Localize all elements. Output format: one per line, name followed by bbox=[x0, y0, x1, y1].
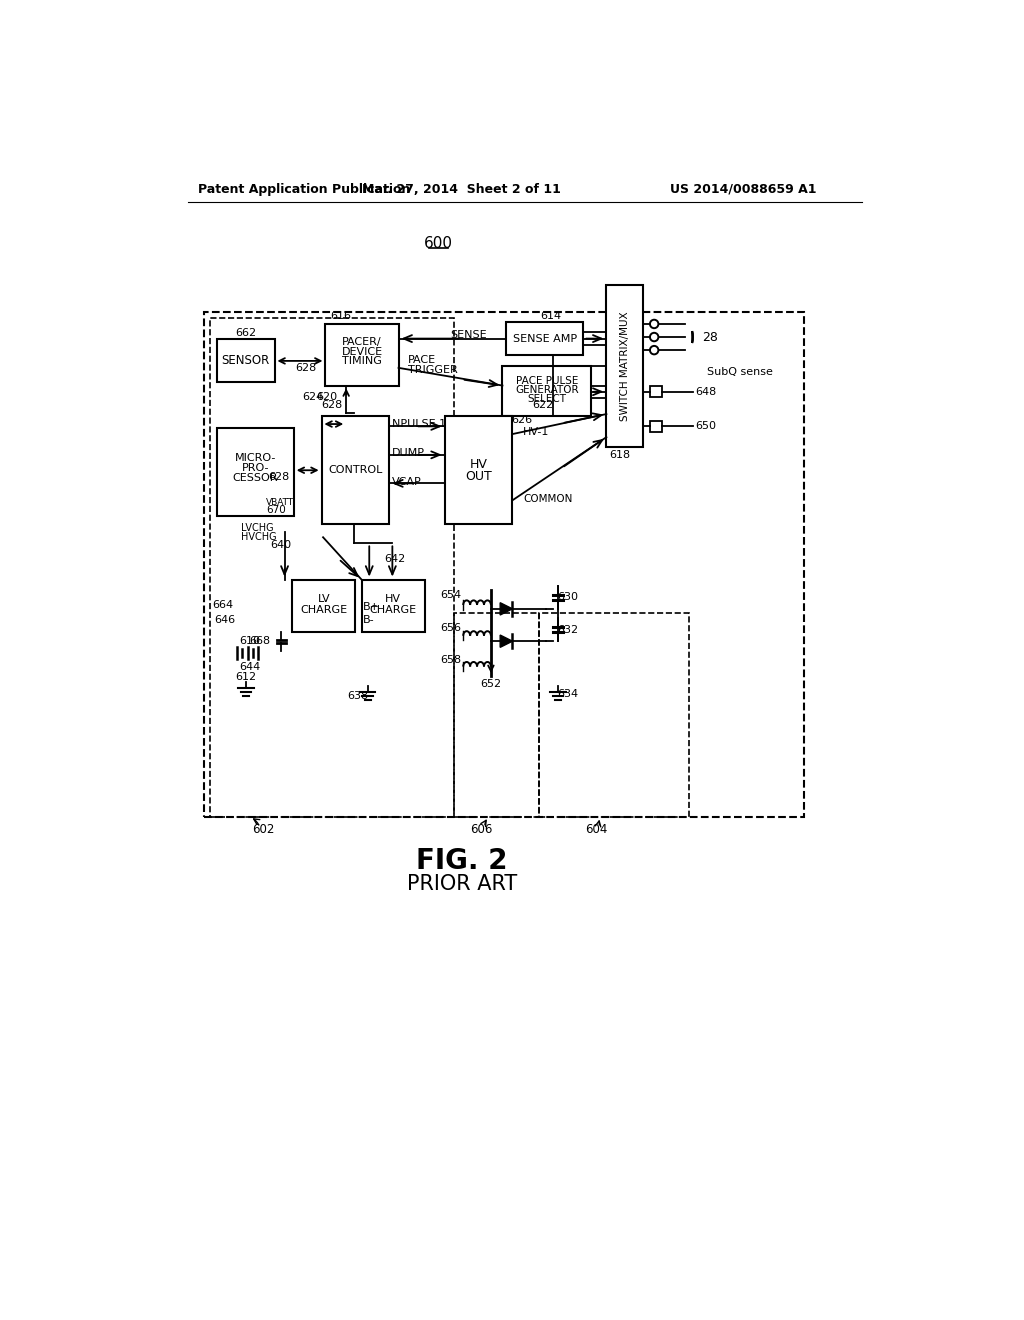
Bar bbox=[210, 318, 454, 817]
Text: MICRO-: MICRO- bbox=[234, 453, 276, 463]
Bar bbox=[204, 313, 804, 817]
Text: 612: 612 bbox=[236, 672, 257, 681]
Text: 600: 600 bbox=[424, 235, 453, 251]
Bar bbox=[606, 285, 643, 447]
Text: 664: 664 bbox=[212, 601, 233, 610]
Text: 626: 626 bbox=[511, 416, 532, 425]
Text: 656: 656 bbox=[440, 623, 462, 634]
Text: SENSOR: SENSOR bbox=[221, 354, 269, 367]
Text: FIG. 2: FIG. 2 bbox=[416, 846, 508, 875]
Text: 642: 642 bbox=[384, 554, 406, 564]
Text: Patent Application Publication: Patent Application Publication bbox=[199, 182, 411, 195]
Text: PACER/: PACER/ bbox=[342, 338, 382, 347]
Bar bbox=[503, 367, 591, 416]
Text: 602: 602 bbox=[253, 824, 275, 837]
Text: 628: 628 bbox=[296, 363, 316, 372]
Bar bbox=[326, 323, 398, 385]
Bar bbox=[444, 416, 512, 524]
Text: 628: 628 bbox=[267, 473, 289, 482]
Text: B-: B- bbox=[364, 615, 375, 626]
Text: PACE: PACE bbox=[408, 355, 436, 366]
Bar bbox=[217, 339, 274, 381]
Text: 610: 610 bbox=[240, 636, 260, 647]
Text: TRIGGER: TRIGGER bbox=[408, 366, 458, 375]
Text: 622: 622 bbox=[531, 400, 553, 409]
Bar bbox=[361, 579, 425, 632]
Text: 606: 606 bbox=[470, 824, 493, 837]
Text: B+: B+ bbox=[364, 602, 380, 611]
Text: 644: 644 bbox=[240, 661, 260, 672]
Text: TIMING: TIMING bbox=[342, 356, 382, 366]
Text: 652: 652 bbox=[480, 678, 502, 689]
Text: CHARGE: CHARGE bbox=[370, 605, 417, 615]
Text: SubQ sense: SubQ sense bbox=[707, 367, 772, 378]
Text: 650: 650 bbox=[695, 421, 716, 432]
Text: DUMP: DUMP bbox=[392, 447, 425, 458]
Text: HVCHG: HVCHG bbox=[242, 532, 278, 543]
Text: GENERATOR: GENERATOR bbox=[515, 385, 579, 395]
Text: 628: 628 bbox=[322, 400, 343, 409]
Text: CHARGE: CHARGE bbox=[300, 605, 347, 615]
Text: Mar. 27, 2014  Sheet 2 of 11: Mar. 27, 2014 Sheet 2 of 11 bbox=[362, 182, 561, 195]
Text: HV: HV bbox=[470, 458, 487, 471]
Text: VBATT: VBATT bbox=[266, 498, 294, 507]
Text: PACE PULSE: PACE PULSE bbox=[515, 376, 578, 385]
Text: SENSE: SENSE bbox=[451, 330, 486, 341]
Text: 646: 646 bbox=[214, 615, 236, 626]
Text: LV: LV bbox=[317, 594, 330, 603]
Text: 658: 658 bbox=[440, 656, 462, 665]
Polygon shape bbox=[500, 635, 512, 647]
Text: CESSOR: CESSOR bbox=[232, 474, 279, 483]
Bar bbox=[217, 428, 294, 516]
Text: 618: 618 bbox=[609, 450, 631, 459]
Text: DEVICE: DEVICE bbox=[341, 347, 383, 356]
Text: CONTROL: CONTROL bbox=[329, 465, 383, 475]
Text: 604: 604 bbox=[586, 824, 607, 837]
Bar bbox=[292, 579, 355, 632]
Text: 614: 614 bbox=[541, 312, 561, 321]
Text: 662: 662 bbox=[236, 329, 256, 338]
Text: 28: 28 bbox=[701, 330, 718, 343]
Text: US 2014/0088659 A1: US 2014/0088659 A1 bbox=[670, 182, 816, 195]
Text: 670: 670 bbox=[266, 506, 286, 515]
Text: HV-1: HV-1 bbox=[523, 426, 550, 437]
Bar bbox=[506, 322, 584, 355]
Bar bbox=[322, 416, 389, 524]
Text: SENSE AMP: SENSE AMP bbox=[513, 334, 577, 343]
Text: SELECT: SELECT bbox=[527, 395, 566, 404]
Text: 630: 630 bbox=[557, 593, 579, 602]
Text: PRIOR ART: PRIOR ART bbox=[407, 874, 517, 894]
Text: 624: 624 bbox=[302, 392, 324, 403]
Text: 640: 640 bbox=[270, 540, 291, 550]
Text: 616: 616 bbox=[330, 312, 351, 321]
Text: COMMON: COMMON bbox=[523, 494, 572, 504]
Text: PRO-: PRO- bbox=[242, 463, 269, 474]
Bar bbox=[649, 421, 662, 432]
Text: NPULSE 1: NPULSE 1 bbox=[392, 418, 446, 429]
Text: 654: 654 bbox=[440, 590, 462, 601]
Bar bbox=[539, 612, 689, 817]
Text: OUT: OUT bbox=[465, 470, 492, 483]
Bar bbox=[649, 387, 662, 397]
Text: 632: 632 bbox=[557, 624, 579, 635]
Text: 620: 620 bbox=[316, 392, 338, 403]
Text: LVCHG: LVCHG bbox=[242, 523, 274, 533]
Text: SWITCH MATRIX/MUX: SWITCH MATRIX/MUX bbox=[620, 312, 630, 421]
Text: 648: 648 bbox=[695, 387, 716, 397]
Bar bbox=[454, 612, 539, 817]
Text: 668: 668 bbox=[250, 636, 270, 647]
Text: HV: HV bbox=[385, 594, 401, 603]
Text: VCAP: VCAP bbox=[392, 477, 422, 487]
Polygon shape bbox=[500, 603, 512, 615]
Text: 634: 634 bbox=[557, 689, 579, 698]
Text: 638: 638 bbox=[347, 690, 369, 701]
